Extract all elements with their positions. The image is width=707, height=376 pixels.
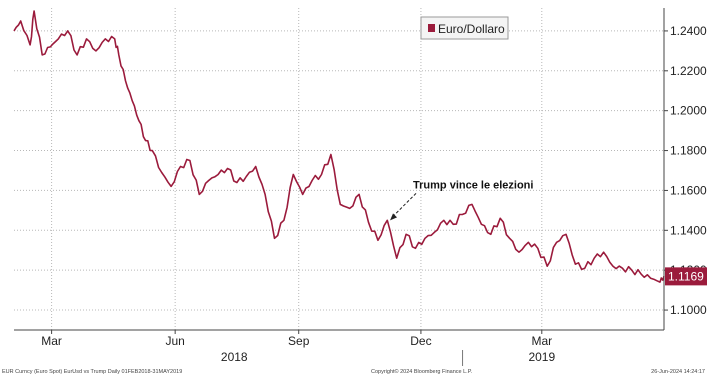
y-tick-label: 1.1000 [670, 303, 707, 317]
y-tick-label: 1.1600 [670, 183, 707, 197]
axis-layer: 1.10001.12001.14001.16001.18001.20001.22… [14, 8, 707, 366]
legend-label: Euro/Dollaro [438, 22, 505, 36]
x-tick-label: Sep [288, 334, 310, 348]
x-tick-label: Dec [410, 334, 431, 348]
footer-center: Copyright© 2024 Bloomberg Finance L.P. [371, 368, 473, 375]
y-tick-label: 1.2200 [670, 64, 707, 78]
y-tick-label: 1.2000 [670, 104, 707, 118]
series-line-euro-dollaro [13, 10, 665, 283]
annotation-arrow [392, 192, 417, 217]
legend: Euro/Dollaro [420, 16, 509, 40]
footer-left: EUR Curncy (Euro Spot) EurUsd vs Trump D… [2, 369, 182, 375]
legend-swatch [428, 24, 435, 32]
footer-right: 26-Jun-2024 14:24:17 [651, 369, 705, 375]
last-price-label: 1.1169 [668, 269, 704, 283]
grid-lines [14, 8, 664, 330]
annotation-layer: Trump vince le elezioni [390, 179, 533, 221]
y-tick-label: 1.2400 [670, 24, 707, 38]
y-tick-label: 1.1400 [670, 223, 707, 237]
y-tick-label: 1.1800 [670, 144, 707, 158]
x-year-label: 2019 [528, 350, 555, 364]
footer: EUR Curncy (Euro Spot) EurUsd vs Trump D… [2, 368, 705, 375]
last-price-box [665, 267, 707, 286]
legend-box [420, 16, 509, 40]
x-year-label: 2018 [221, 350, 248, 364]
x-tick-label: Mar [41, 334, 62, 348]
x-tick-label: Jun [165, 334, 184, 348]
annotation-arrowhead [390, 213, 398, 221]
x-tick-label: Mar [531, 334, 552, 348]
annotation-label: Trump vince le elezioni [413, 179, 533, 191]
series-layer [13, 10, 665, 283]
